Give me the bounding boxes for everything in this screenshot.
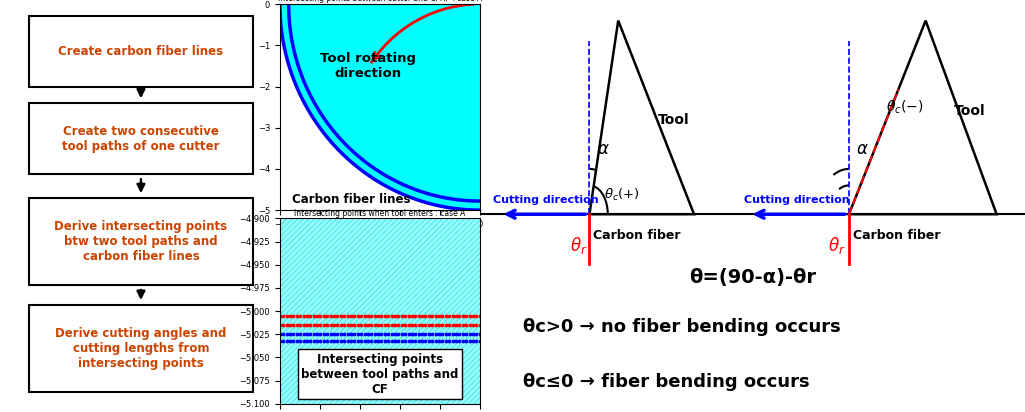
FancyBboxPatch shape <box>29 198 253 285</box>
Text: θc>0 → no fiber bending occurs: θc>0 → no fiber bending occurs <box>524 318 842 336</box>
Text: Carbon fiber: Carbon fiber <box>593 229 681 242</box>
Text: θ=(90-α)-θr: θ=(90-α)-θr <box>689 268 816 287</box>
Text: Derive intersecting points
btw two tool paths and
carbon fiber lines: Derive intersecting points btw two tool … <box>54 220 228 263</box>
Text: $\alpha$: $\alpha$ <box>597 140 610 159</box>
Text: Cutting direction: Cutting direction <box>744 195 850 205</box>
Text: $\theta_c(+)$: $\theta_c(+)$ <box>604 187 640 203</box>
Text: Create carbon fiber lines: Create carbon fiber lines <box>58 45 223 58</box>
FancyBboxPatch shape <box>29 305 253 392</box>
Text: Tool: Tool <box>954 104 986 118</box>
Text: $\theta_r$: $\theta_r$ <box>570 235 587 256</box>
Text: Intersecting points
between tool paths and
CF: Intersecting points between tool paths a… <box>301 353 458 396</box>
Text: Tool: Tool <box>657 112 689 126</box>
Text: $\theta_r$: $\theta_r$ <box>827 235 846 256</box>
Text: Tool rotating
direction: Tool rotating direction <box>320 52 416 80</box>
Text: θc≤0 → fiber bending occurs: θc≤0 → fiber bending occurs <box>524 373 810 391</box>
Text: Derive cutting angles and
cutting lengths from
intersecting points: Derive cutting angles and cutting length… <box>55 327 227 370</box>
Text: Carbon fiber: Carbon fiber <box>853 229 941 242</box>
Text: $\alpha$: $\alpha$ <box>856 140 869 159</box>
Text: $\theta_c(-)$: $\theta_c(-)$ <box>886 98 924 116</box>
Text: Carbon fiber lines: Carbon fiber lines <box>292 193 410 206</box>
FancyBboxPatch shape <box>29 16 253 87</box>
Title: Intersecting points between cutter and CFRP : case A: Intersecting points between cutter and C… <box>278 0 482 3</box>
Text: Cutting direction: Cutting direction <box>493 195 599 205</box>
FancyBboxPatch shape <box>29 103 253 174</box>
Title: Intersecting points when tool enters : case A: Intersecting points when tool enters : c… <box>294 208 465 218</box>
Text: Create two consecutive
tool paths of one cutter: Create two consecutive tool paths of one… <box>63 125 219 153</box>
